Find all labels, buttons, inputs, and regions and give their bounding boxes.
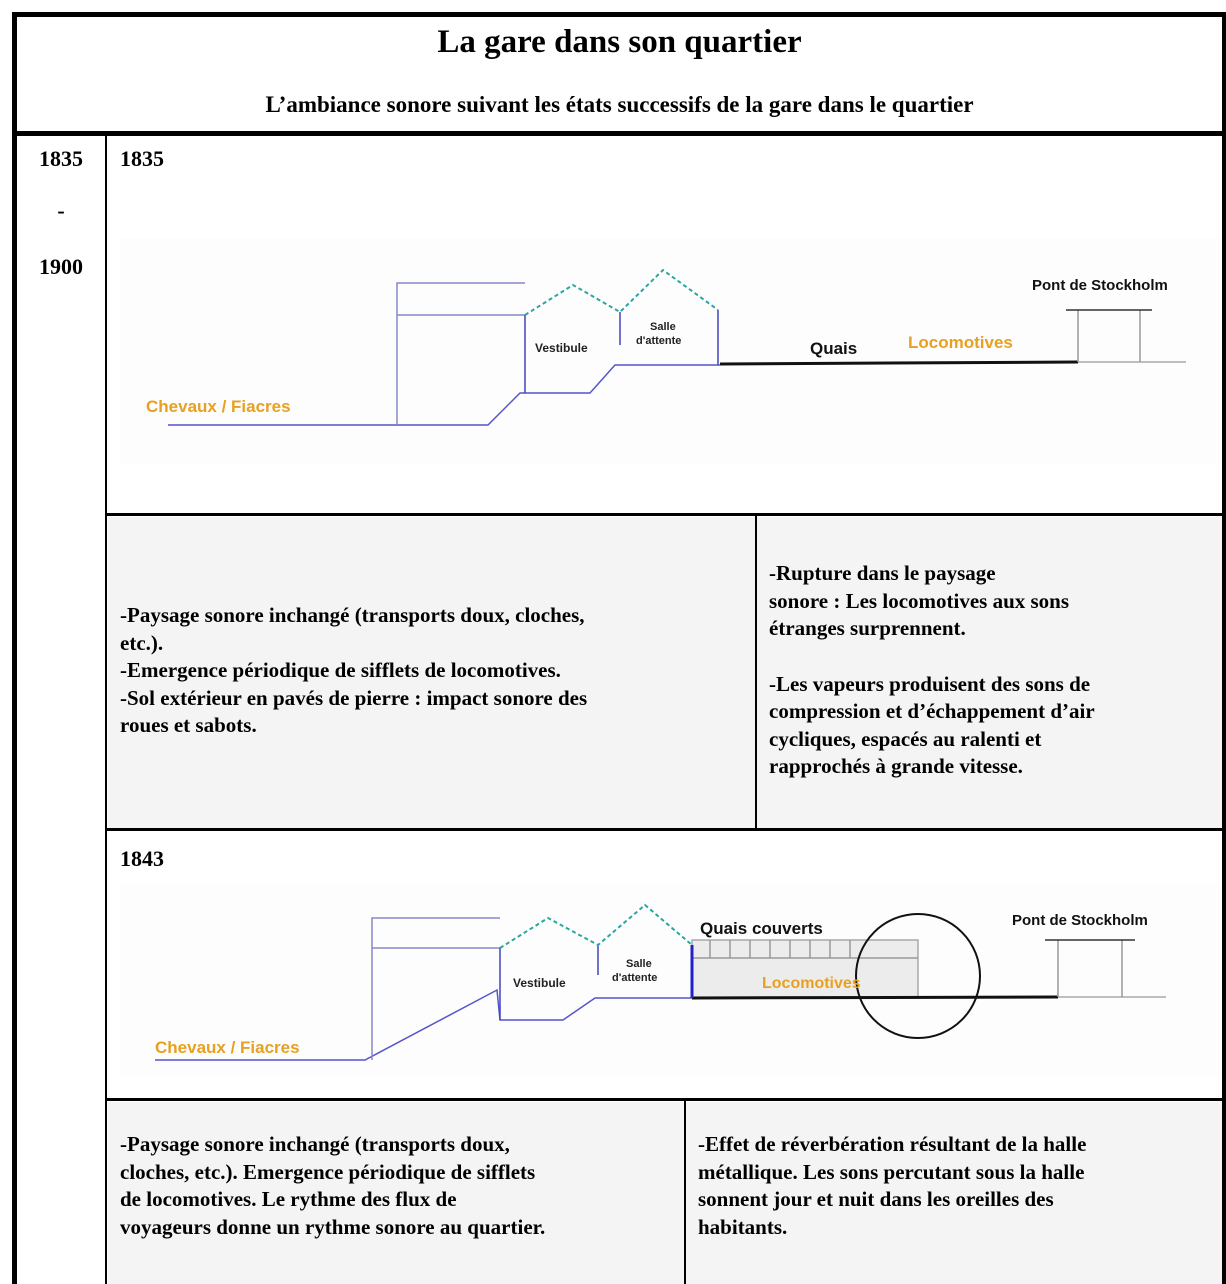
period-end: 1900 <box>39 254 83 279</box>
note-line: étranges surprennent. <box>769 616 966 640</box>
notes-bg <box>108 1102 1226 1284</box>
label: d'attente <box>636 335 681 347</box>
ground <box>168 364 720 426</box>
note-line: habitants. <box>698 1214 788 1239</box>
building <box>371 917 500 1060</box>
diagram-bg <box>120 885 1226 1077</box>
border <box>12 12 17 1284</box>
period-start: 1835 <box>39 146 83 171</box>
label: Vestibule <box>513 976 566 990</box>
border <box>107 1098 1226 1101</box>
note-line: voyageurs donne un rythme sonore au quar… <box>120 1214 546 1239</box>
notes-right: -Effet de réverbération résultant de la … <box>698 1131 1086 1241</box>
label: Vestibule <box>535 341 588 355</box>
label: Pont de Stockholm <box>1012 912 1148 929</box>
note-line: roues et sabots. <box>120 713 257 737</box>
note-line: cloches, etc.). Emergence périodique de … <box>120 1159 536 1184</box>
note-line: compression et d’échappement d’air <box>769 699 1095 723</box>
note-line: sonnent jour et nuit dans les oreilles d… <box>698 1187 1054 1211</box>
note-line: -Emergence périodique de sifflets de loc… <box>120 658 561 682</box>
diagram <box>155 903 1166 1061</box>
platform <box>719 360 1079 366</box>
label: Salle <box>650 321 676 333</box>
border <box>1222 12 1226 1284</box>
notes-left: -Paysage sonore inchangé (transports dou… <box>120 1131 545 1241</box>
roof <box>524 268 719 316</box>
label: Locomotives <box>908 333 1013 352</box>
year: 1843 <box>120 846 164 871</box>
border <box>107 828 1226 831</box>
border <box>105 136 107 1284</box>
note-line: etc.). <box>120 630 164 655</box>
building <box>396 282 525 425</box>
border <box>107 513 1226 516</box>
label: Salle <box>626 958 652 970</box>
note-line: de locomotives. Le rythme des flux de <box>120 1187 457 1211</box>
note-line: sonore : Les locomotives aux sons <box>769 588 1070 613</box>
notes-right: -Rupture dans le paysage sonore : Les lo… <box>769 560 1095 781</box>
note-line: cycliques, espacés au ralenti et <box>769 726 1042 751</box>
label: Quais couverts <box>700 919 823 938</box>
note-line: -Les vapeurs produisent des sons de <box>769 671 1091 696</box>
note-line: -Effet de réverbération résultant de la … <box>698 1132 1087 1156</box>
note-line: -Sol extérieur en pavés de pierre : impa… <box>120 685 588 710</box>
label: Chevaux / Fiacres <box>155 1038 300 1057</box>
note-line: métallique. Les sons percutant sous la h… <box>698 1159 1085 1184</box>
label: Chevaux / Fiacres <box>146 397 291 416</box>
label: Locomotives <box>762 975 861 992</box>
note-line: -Paysage sonore inchangé (transports dou… <box>120 1132 510 1156</box>
note-line: -Paysage sonore inchangé (transports dou… <box>120 603 585 627</box>
diagram <box>168 268 1186 426</box>
note-line: rapprochés à grande vitesse. <box>769 754 1023 778</box>
border <box>684 1101 686 1284</box>
paragraph: -Rupture dans le paysage sonore : Les lo… <box>769 560 1095 643</box>
roof <box>499 903 693 949</box>
border <box>755 516 757 828</box>
diagram-bg <box>120 238 1226 464</box>
border <box>12 12 1226 17</box>
label: Quais <box>810 339 857 358</box>
subtitle: L’ambiance sonore suivant les états succ… <box>265 92 974 117</box>
highlight-circle <box>855 913 981 1039</box>
year: 1835 <box>120 146 164 171</box>
paragraph: -Les vapeurs produisent des sons de comp… <box>769 671 1095 781</box>
border <box>12 131 1226 136</box>
notes-left: -Paysage sonore inchangé (transports dou… <box>120 602 587 740</box>
title: La gare dans son quartier <box>437 24 802 60</box>
label: Pont de Stockholm <box>1032 277 1168 294</box>
hall-ribs <box>692 940 918 959</box>
notes-bg <box>108 517 1226 830</box>
label: d'attente <box>612 972 657 984</box>
paragraph: -Effet de réverbération résultant de la … <box>698 1131 1086 1241</box>
note-line: -Rupture dans le paysage <box>769 561 996 585</box>
period-dash: - <box>57 198 65 223</box>
platform <box>691 995 1059 1000</box>
